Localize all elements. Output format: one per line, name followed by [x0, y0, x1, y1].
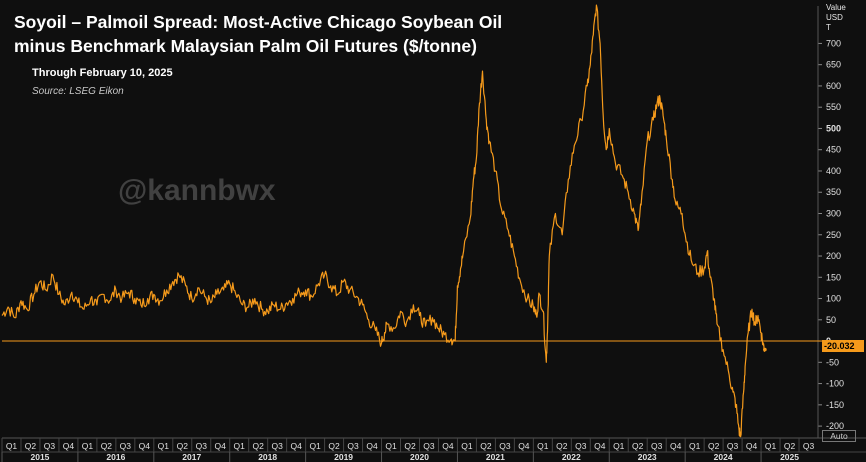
x-quarter-label: Q3: [120, 441, 132, 451]
x-quarter-label: Q2: [556, 441, 568, 451]
y-tick-label: 700: [826, 38, 841, 48]
x-quarter-label: Q2: [177, 441, 189, 451]
x-quarter-label: Q3: [347, 441, 359, 451]
chart-source: Source: LSEG Eikon: [32, 86, 124, 97]
x-quarter-label: Q2: [25, 441, 37, 451]
x-quarter-label: Q4: [63, 441, 75, 451]
x-quarter-label: Q1: [158, 441, 170, 451]
y-axis-unit-header: Value USD T: [826, 3, 846, 33]
auto-scale-button[interactable]: Auto: [822, 430, 856, 442]
x-quarter-label: Q1: [385, 441, 397, 451]
x-quarter-label: Q4: [518, 441, 530, 451]
x-year-label: 2015: [30, 452, 49, 462]
y-tick-label: 500: [826, 123, 841, 133]
axes: -200-150-100-500501001502002503003504004…: [1, 6, 866, 462]
x-quarter-label: Q4: [366, 441, 378, 451]
y-tick-label: 450: [826, 145, 841, 155]
x-year-label: 2016: [106, 452, 125, 462]
y-axis-header-value: Value: [826, 3, 846, 12]
y-axis-header-currency: USD: [826, 13, 843, 22]
y-tick-label: 250: [826, 230, 841, 240]
x-quarter-label: Q1: [613, 441, 625, 451]
y-tick-label: -200: [826, 421, 844, 431]
series-line-soyoil-palmoil-spread: [1, 4, 766, 438]
x-year-label: 2019: [334, 452, 353, 462]
x-year-label: 2017: [182, 452, 201, 462]
x-quarter-label: Q4: [594, 441, 606, 451]
y-tick-label: -50: [826, 357, 839, 367]
y-axis-header-unit: T: [826, 23, 831, 32]
x-quarter-label: Q4: [139, 441, 151, 451]
x-quarter-label: Q1: [234, 441, 246, 451]
x-year-label: 2025: [780, 452, 799, 462]
x-quarter-label: Q1: [6, 441, 18, 451]
x-year-label: 2024: [714, 452, 733, 462]
x-year-label: 2023: [638, 452, 657, 462]
y-tick-label: -100: [826, 379, 844, 389]
y-tick-label: 100: [826, 294, 841, 304]
chart-subtitle: Through February 10, 2025: [32, 67, 173, 79]
y-tick-label: 300: [826, 208, 841, 218]
x-quarter-label: Q2: [101, 441, 113, 451]
y-tick-label: 350: [826, 187, 841, 197]
x-quarter-label: Q3: [44, 441, 56, 451]
x-year-label: 2022: [562, 452, 581, 462]
x-quarter-label: Q4: [215, 441, 227, 451]
x-quarter-label: Q3: [651, 441, 663, 451]
x-quarter-label: Q2: [480, 441, 492, 451]
x-quarter-label: Q4: [670, 441, 682, 451]
x-quarter-label: Q2: [404, 441, 416, 451]
y-tick-label: 400: [826, 166, 841, 176]
x-quarter-label: Q3: [423, 441, 435, 451]
x-quarter-label: Q4: [746, 441, 758, 451]
x-quarter-label: Q1: [82, 441, 94, 451]
x-quarter-label: Q2: [708, 441, 720, 451]
x-quarter-label: Q1: [689, 441, 701, 451]
x-quarter-label: Q1: [537, 441, 549, 451]
chart-title-line-1: Soyoil – Palmoil Spread: Most-Active Chi…: [14, 12, 503, 32]
chart-title-line-2: minus Benchmark Malaysian Palm Oil Futur…: [14, 36, 477, 56]
x-quarter-label: Q3: [271, 441, 283, 451]
y-tick-label: 50: [826, 315, 836, 325]
y-tick-label: 600: [826, 81, 841, 91]
x-quarter-label: Q2: [632, 441, 644, 451]
x-quarter-label: Q1: [309, 441, 321, 451]
watermark: @kannbwx: [118, 174, 276, 207]
x-quarter-label: Q3: [727, 441, 739, 451]
y-tick-label: 200: [826, 251, 841, 261]
x-quarter-label: Q4: [290, 441, 302, 451]
y-tick-label: -150: [826, 400, 844, 410]
x-quarter-label: Q3: [499, 441, 511, 451]
series-layer: [1, 4, 822, 438]
y-tick-label: 150: [826, 272, 841, 282]
x-quarter-label: Q1: [461, 441, 473, 451]
x-year-label: 2020: [410, 452, 429, 462]
x-quarter-label: Q2: [253, 441, 265, 451]
y-tick-label: 550: [826, 102, 841, 112]
x-quarter-label: Q3: [196, 441, 208, 451]
x-quarter-label: Q4: [442, 441, 454, 451]
x-quarter-label: Q2: [784, 441, 796, 451]
current-value-badge: -20.032: [822, 340, 864, 352]
x-quarter-label: Q3: [575, 441, 587, 451]
last-point: [763, 347, 767, 352]
x-quarter-label: Q2: [328, 441, 340, 451]
x-quarter-label: Q1: [765, 441, 777, 451]
y-tick-label: 650: [826, 60, 841, 70]
x-year-label: 2021: [486, 452, 505, 462]
x-year-label: 2018: [258, 452, 277, 462]
x-quarter-label: Q3: [803, 441, 815, 451]
